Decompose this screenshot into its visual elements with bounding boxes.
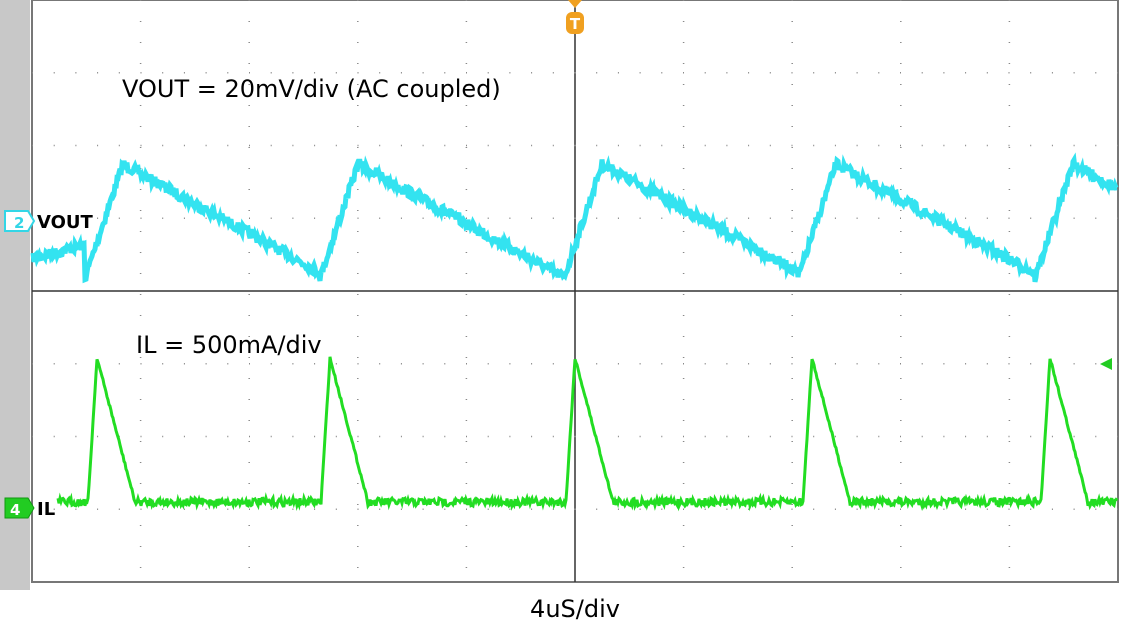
channel-number: 2 xyxy=(14,214,24,232)
channel-number: 4 xyxy=(10,501,20,519)
channel-label: IL xyxy=(37,499,55,520)
il-trace xyxy=(56,356,1119,512)
trigger-marker: T xyxy=(566,0,584,34)
trigger-label: T xyxy=(570,15,581,33)
channel-2-marker: 2 VOUT xyxy=(4,210,94,233)
trigger-arrow xyxy=(568,0,582,8)
vout-scale-note: VOUT = 20mV/div (AC coupled) xyxy=(122,75,501,103)
vout-trace xyxy=(30,152,1119,284)
level-marker xyxy=(1100,358,1112,370)
marker-shape xyxy=(4,210,36,232)
trigger-badge xyxy=(566,12,584,34)
channel-4-marker: 4 IL xyxy=(4,497,55,520)
il-scale-note: IL = 500mA/div xyxy=(136,331,322,359)
marker-shape xyxy=(4,497,35,519)
time-scale-note: 4uS/div xyxy=(530,595,620,623)
channel-label: VOUT xyxy=(37,212,94,233)
waveforms xyxy=(30,152,1119,512)
side-strip xyxy=(0,0,30,590)
